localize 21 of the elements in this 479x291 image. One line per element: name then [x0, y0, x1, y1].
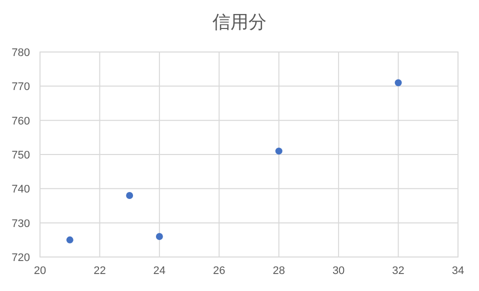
x-tick-label: 32 — [392, 265, 404, 277]
chart-title: 信用分 — [212, 12, 266, 32]
y-tick-label: 740 — [12, 184, 30, 196]
x-tick-label: 22 — [94, 265, 106, 277]
point — [156, 233, 163, 240]
y-tick-label: 780 — [12, 47, 30, 59]
point — [126, 192, 134, 199]
x-tick-label: 26 — [213, 265, 226, 277]
point — [394, 79, 402, 86]
x-tick-label: 30 — [332, 265, 345, 277]
x-tick-label: 24 — [153, 265, 166, 277]
x-tick-label: 28 — [272, 265, 285, 277]
y-tick-label: 720 — [12, 252, 30, 264]
y-tick-label: 760 — [12, 115, 30, 128]
y-tick-label: 730 — [12, 218, 30, 230]
y-tick-label: 770 — [12, 81, 30, 94]
point — [275, 148, 282, 155]
x-tick-label: 34 — [452, 265, 464, 277]
point — [66, 236, 74, 244]
y-tick-label: 750 — [12, 150, 30, 162]
x-tick-label: 20 — [34, 265, 46, 277]
